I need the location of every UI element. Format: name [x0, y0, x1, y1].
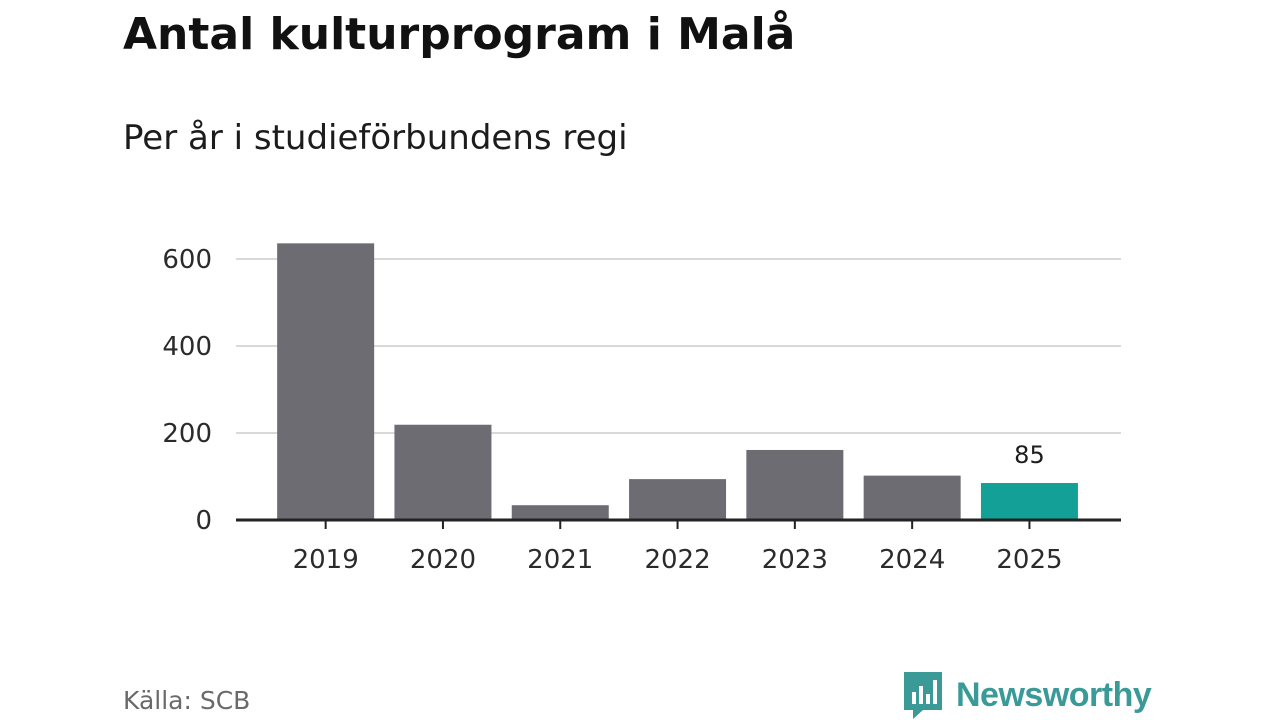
- y-tick-label: 600: [162, 245, 212, 275]
- bar-2020: [394, 424, 492, 520]
- bar-2019: [277, 243, 375, 520]
- bar-2021: [511, 505, 609, 520]
- bar-2024: [863, 475, 961, 520]
- x-tick-label: 2024: [879, 545, 945, 575]
- y-tick-label: 400: [162, 332, 212, 362]
- x-tick-label: 2020: [410, 545, 476, 575]
- x-tick-label: 2021: [527, 545, 593, 575]
- x-tick-label: 2025: [996, 545, 1062, 575]
- bar-2025: [980, 483, 1078, 520]
- chart-title: Antal kulturprogram i Malå: [123, 9, 796, 60]
- x-tick-label: 2019: [293, 545, 359, 575]
- brand-name: Newsworthy: [956, 675, 1152, 714]
- newsworthy-logo: Newsworthy: [902, 670, 1152, 720]
- x-tick-label: 2023: [762, 545, 828, 575]
- y-tick-label: 200: [162, 419, 212, 449]
- bar-2023: [746, 449, 844, 520]
- x-tick-label: 2022: [644, 545, 710, 575]
- bar-2022: [629, 479, 727, 520]
- source-note: Källa: SCB: [123, 686, 251, 715]
- y-tick-label: 0: [195, 506, 212, 536]
- newsworthy-chart-icon: [904, 672, 942, 719]
- chart-subtitle: Per år i studieförbundens regi: [123, 118, 628, 158]
- data-label: 85: [1014, 441, 1045, 469]
